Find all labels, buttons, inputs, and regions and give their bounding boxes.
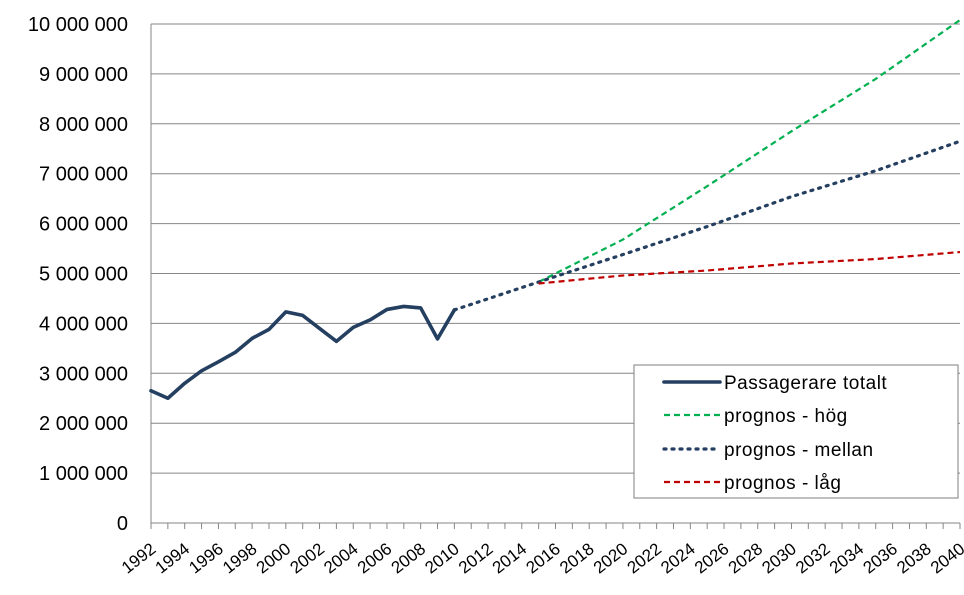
series-line-1 [538, 19, 961, 283]
x-tick-label: 2010 [421, 539, 463, 577]
series-line-3 [538, 250, 961, 285]
y-tick-label: 9 000 000 [39, 64, 128, 86]
legend-box [633, 364, 959, 499]
x-tick-label: 1998 [219, 539, 261, 577]
series-line-0 [149, 304, 457, 401]
x-tick-label: 2036 [860, 539, 902, 577]
series-lines [149, 19, 962, 401]
y-tick-label: 7 000 000 [39, 164, 128, 186]
x-tick-label: 2028 [725, 539, 767, 577]
x-tick-label: 2008 [388, 539, 430, 577]
y-tick-label: 1 000 000 [39, 463, 128, 485]
x-tick-label: 2016 [522, 539, 564, 577]
legend: Passagerare totalt prognos - hög prognos… [633, 364, 959, 499]
y-tick-labels: 0 1 000 000 2 000 000 3 000 000 4 000 000 5 0… [28, 14, 128, 535]
x-tick-label: 2032 [792, 539, 834, 577]
gridlines [151, 23, 960, 474]
y-tick-label: 2 000 000 [39, 413, 128, 435]
y-tick-label: 4 000 000 [39, 313, 128, 335]
x-tick-label: 2030 [758, 539, 800, 577]
x-tick-label: 1994 [152, 539, 194, 577]
x-tick-label: 2020 [590, 539, 632, 577]
legend-label-mellan: prognos - mellan [724, 440, 874, 461]
x-tick-label: 2012 [455, 539, 497, 577]
y-tick-label: 8 000 000 [39, 114, 128, 136]
legend-label-hog: prognos - hög [724, 406, 848, 427]
x-tick-label: 2040 [927, 539, 964, 577]
x-tick-labels: 1992199419961998200020022004200620082010… [118, 539, 964, 577]
axes [150, 24, 961, 529]
x-tick-label: 1992 [118, 539, 160, 577]
x-tick-label: 2022 [624, 539, 666, 577]
x-tick-label: 2000 [253, 539, 295, 577]
x-tick-label: 2006 [354, 539, 396, 577]
y-tick-label: 3 000 000 [39, 363, 128, 385]
y-tick-label: 10 000 000 [28, 14, 128, 36]
x-tick-label: 2038 [893, 539, 935, 577]
x-tick-label: 2026 [691, 539, 733, 577]
x-tick-label: 2014 [489, 539, 531, 577]
legend-label-lag: prognos - låg [724, 473, 841, 494]
series-line-2 [452, 139, 962, 312]
legend-label-passagerare: Passagerare totalt [724, 373, 887, 394]
x-tick-label: 1996 [185, 539, 227, 577]
x-tick-label: 2024 [657, 539, 699, 577]
y-tick-label: 0 [117, 513, 128, 535]
x-tick-label: 2034 [826, 539, 868, 577]
x-tick-label: 2018 [556, 539, 598, 577]
y-tick-label: 6 000 000 [39, 214, 128, 236]
x-tick-label: 2004 [320, 539, 362, 577]
y-tick-label: 5 000 000 [39, 264, 128, 286]
x-tick-label: 2002 [286, 539, 328, 577]
